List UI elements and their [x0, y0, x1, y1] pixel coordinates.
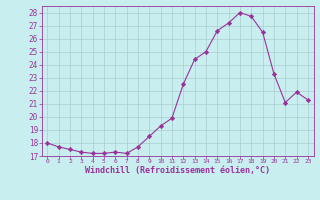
X-axis label: Windchill (Refroidissement éolien,°C): Windchill (Refroidissement éolien,°C)	[85, 166, 270, 175]
